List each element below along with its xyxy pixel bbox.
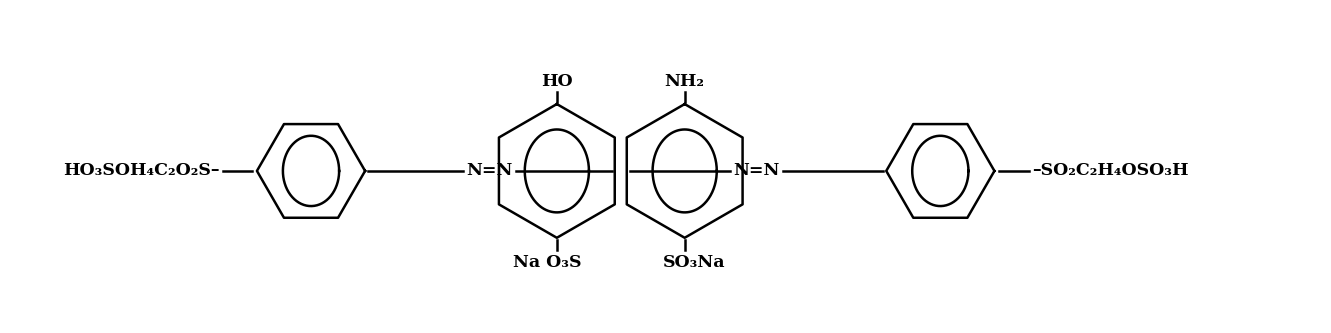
Text: NH₂: NH₂: [664, 73, 704, 90]
Text: HO₃SOH₄C₂O₂S–: HO₃SOH₄C₂O₂S–: [63, 163, 220, 179]
Text: Na O₃S: Na O₃S: [512, 253, 582, 270]
Text: HO: HO: [540, 73, 572, 90]
Text: –SO₂C₂H₄OSO₃H: –SO₂C₂H₄OSO₃H: [1032, 163, 1189, 179]
Text: N=N: N=N: [467, 163, 514, 179]
Text: N=N: N=N: [733, 163, 780, 179]
Text: SO₃Na: SO₃Na: [663, 253, 725, 270]
